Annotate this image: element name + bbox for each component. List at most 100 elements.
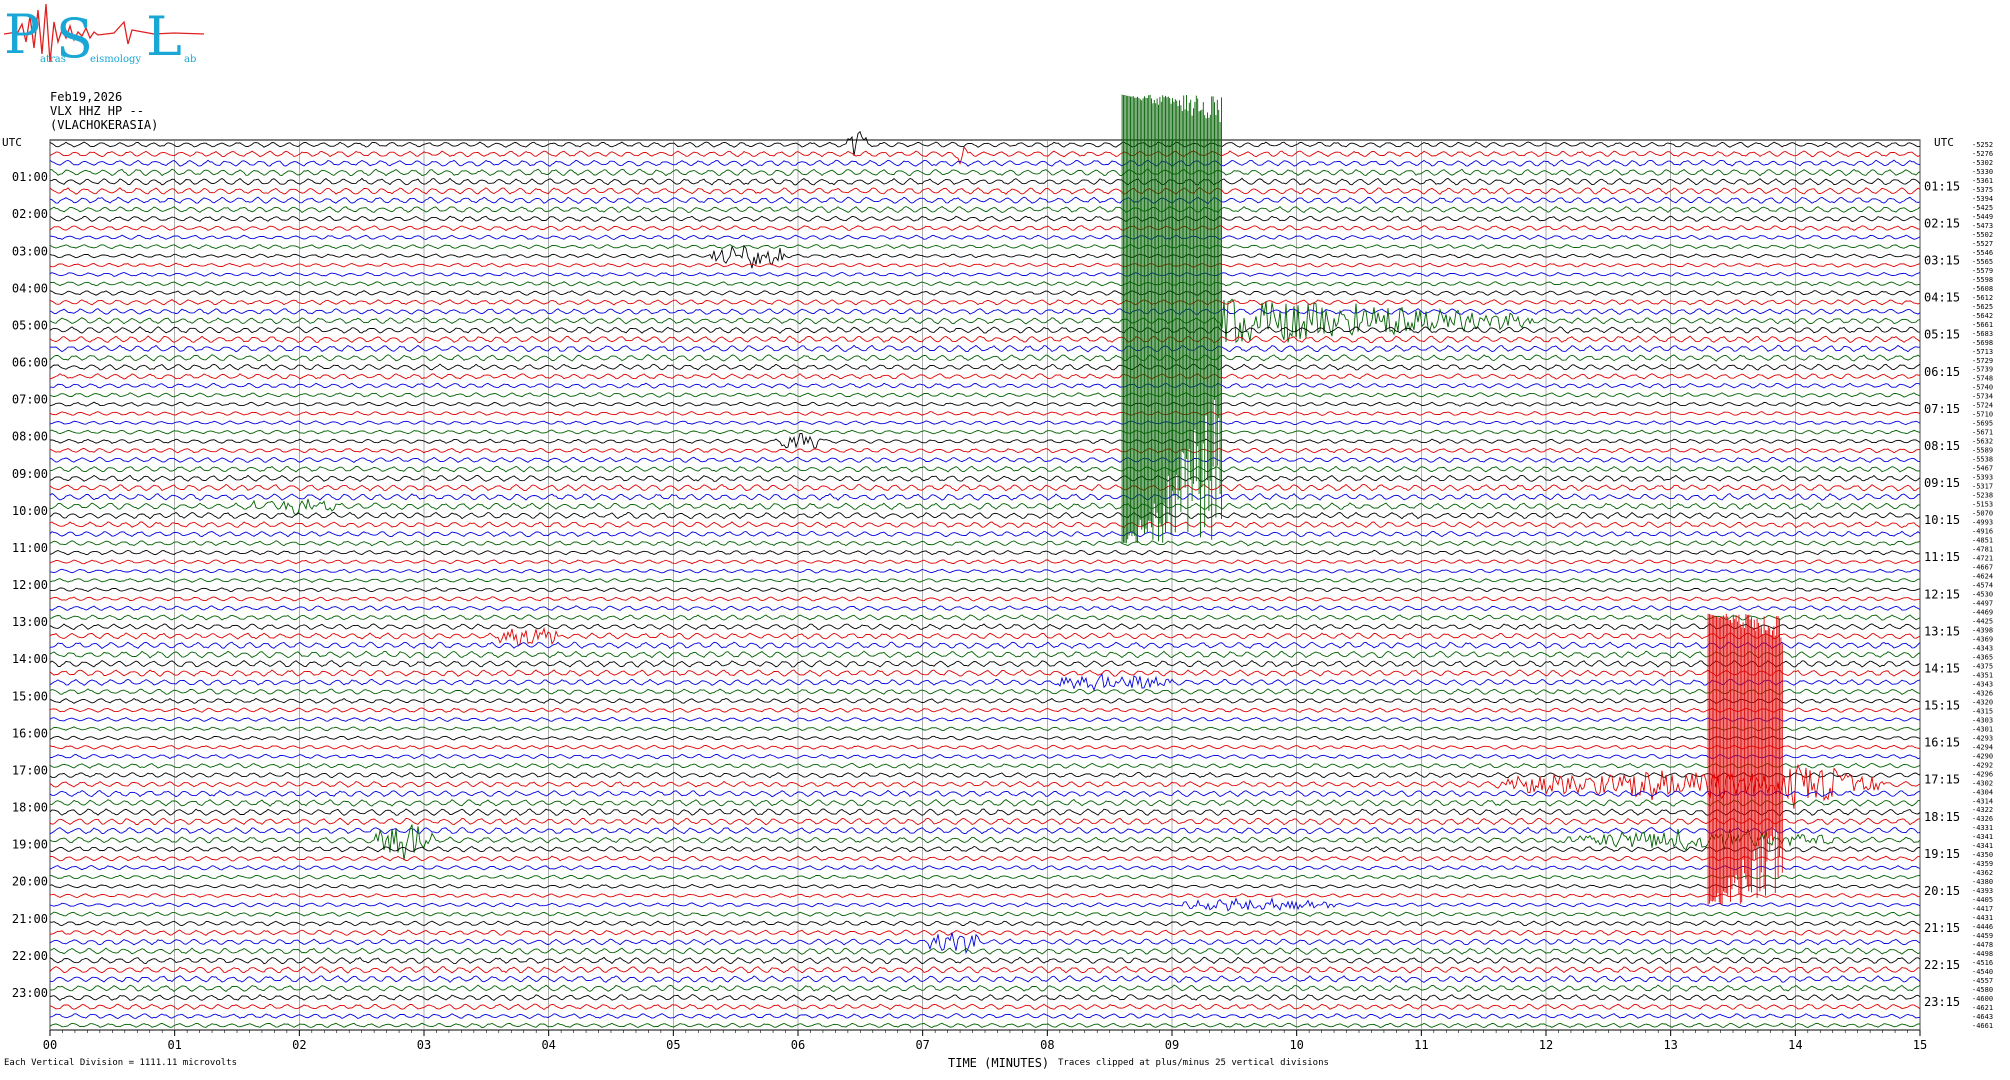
trace-45 [49, 559, 1921, 565]
trace-offset-label: -5473 [1972, 222, 1993, 230]
left-hour-label: 14:00 [12, 652, 48, 666]
header-date: Feb19,2026 [50, 90, 123, 104]
right-hour-label: 01:15 [1924, 179, 1960, 193]
trace-offset-label: -4343 [1972, 680, 1993, 688]
trace-offset-label: -5502 [1972, 231, 1993, 239]
trace-22 [49, 344, 1921, 353]
left-hour-label: 21:00 [12, 912, 48, 926]
trace-offset-label: -4405 [1972, 896, 1993, 904]
trace-offset-label: -4425 [1972, 618, 1993, 626]
trace-offset-label: -5425 [1972, 204, 1993, 212]
trace-offset-label: -4580 [1972, 986, 1993, 994]
trace-offset-label: -4375 [1972, 662, 1993, 670]
right-hour-label: 22:15 [1924, 958, 1960, 972]
trace-85 [49, 929, 1921, 936]
trace-offset-label: -4393 [1972, 887, 1993, 895]
trace-72 [49, 808, 1921, 817]
trace-offset-label: -4380 [1972, 878, 1993, 886]
trace-32 [50, 433, 1921, 449]
trace-75 [49, 824, 1921, 861]
trace-offset-label: -4350 [1972, 851, 1993, 859]
trace-offset-label: -5608 [1972, 285, 1993, 293]
right-hour-label: 07:15 [1924, 402, 1960, 416]
trace-31 [49, 429, 1921, 435]
trace-offset-label: -5729 [1972, 357, 1993, 365]
x-tick-label-9: 09 [1165, 1038, 1179, 1052]
trace-71 [49, 799, 1921, 807]
trace-62 [49, 716, 1921, 722]
trace-offset-label: -5449 [1972, 213, 1993, 221]
left-hour-label: 03:00 [12, 244, 48, 258]
x-tick-label-10: 10 [1289, 1038, 1303, 1052]
trace-offset-label: -4320 [1972, 698, 1993, 706]
trace-36 [49, 474, 1921, 482]
trace-50 [49, 605, 1921, 612]
trace-5 [49, 187, 1921, 195]
trace-91 [49, 984, 1921, 993]
trace-offset-label: -5695 [1972, 420, 1993, 428]
trace-15 [50, 281, 1921, 287]
trace-46 [49, 568, 1921, 574]
trace-offset-label: -5527 [1972, 240, 1993, 248]
trace-offset-label: -5394 [1972, 195, 1993, 203]
trace-35 [49, 465, 1921, 473]
trace-81 [49, 893, 1921, 898]
utc-label-left: UTC [2, 136, 22, 149]
right-hour-label: 04:15 [1924, 291, 1960, 305]
trace-39 [49, 498, 1921, 516]
right-hour-label: 14:15 [1924, 661, 1960, 675]
trace-64 [49, 735, 1921, 741]
trace-offset-label: -5317 [1972, 483, 1993, 491]
trace-offset-label: -4303 [1972, 716, 1993, 724]
right-hour-label: 12:15 [1924, 587, 1960, 601]
trace-offset-label: -5598 [1972, 276, 1993, 284]
left-hour-label: 01:00 [12, 170, 48, 184]
trace-offset-label: -4469 [1972, 609, 1993, 617]
trace-38 [49, 492, 1921, 501]
trace-51 [49, 614, 1921, 621]
trace-offset-label: -4781 [1972, 546, 1993, 554]
trace-92 [49, 994, 1921, 1002]
trace-offset-label: -5238 [1972, 492, 1993, 500]
left-hour-label: 02:00 [12, 207, 48, 221]
trace-55 [49, 650, 1921, 659]
trace-offset-label: -5546 [1972, 249, 1993, 257]
trace-offset-label: -5724 [1972, 402, 1993, 410]
trace-60 [49, 697, 1921, 704]
trace-offset-label: -5642 [1972, 312, 1993, 320]
trace-42 [49, 530, 1921, 538]
trace-78 [49, 865, 1921, 871]
trace-offset-label: -5153 [1972, 501, 1993, 509]
trace-66 [50, 753, 1921, 760]
trace-offset-label: -5612 [1972, 294, 1993, 302]
trace-37 [49, 483, 1921, 492]
right-hour-label: 21:15 [1924, 921, 1960, 935]
trace-offset-label: -4624 [1972, 573, 1993, 581]
trace-offset-label: -4498 [1972, 950, 1993, 958]
trace-67 [49, 762, 1921, 769]
trace-offset-label: -4661 [1972, 1022, 1993, 1030]
left-hour-label: 08:00 [12, 430, 48, 444]
right-hour-label: 17:15 [1924, 773, 1960, 787]
trace-89 [49, 965, 1921, 974]
right-hour-label: 10:15 [1924, 513, 1960, 527]
trace-offset-label: -4315 [1972, 707, 1993, 715]
trace-offset-label: -5632 [1972, 438, 1993, 446]
psl-logo: P S L atras eismology ab [4, 2, 204, 72]
left-hour-label: 09:00 [12, 467, 48, 481]
trace-offset-label: -5467 [1972, 465, 1993, 473]
trace-offset-label: -4600 [1972, 995, 1993, 1003]
trace-70 [49, 789, 1921, 798]
trace-54 [50, 641, 1921, 650]
right-hour-label: 19:15 [1924, 847, 1960, 861]
trace-18 [49, 308, 1921, 315]
trace-14 [49, 271, 1921, 277]
left-hour-label: 04:00 [12, 281, 48, 295]
trace-1 [49, 145, 1921, 166]
vertical-division-note: Each Vertical Division = 1111.11 microvo… [4, 1058, 237, 1068]
trace-61 [49, 707, 1921, 713]
trace-23 [49, 354, 1921, 362]
left-hour-label: 06:00 [12, 356, 48, 370]
trace-offset-label: -4362 [1972, 869, 1993, 877]
trace-offset-label: -4292 [1972, 761, 1993, 769]
